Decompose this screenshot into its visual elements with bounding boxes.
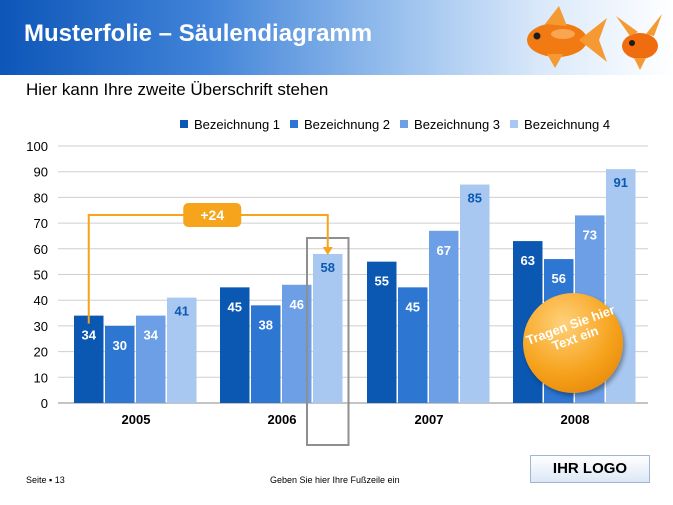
subtitle: Hier kann Ihre zweite Überschrift stehen: [26, 80, 329, 99]
x-tick-label: 2006: [268, 412, 297, 427]
title-banner: Musterfolie – Säulendiagramm: [0, 0, 673, 75]
data-label: 91: [614, 175, 628, 190]
legend-swatch: [510, 120, 519, 128]
y-tick-label: 20: [34, 345, 48, 360]
x-tick-label: 2007: [415, 412, 444, 427]
data-label: 56: [552, 271, 566, 286]
data-label: 85: [468, 191, 482, 206]
annotation-arrowhead: [322, 246, 333, 255]
page-title: Musterfolie – Säulendiagramm: [24, 20, 373, 47]
y-tick-label: 40: [34, 293, 48, 308]
x-tick-label: 2008: [561, 412, 590, 427]
bar: [167, 297, 197, 403]
goldfish-icon: [527, 6, 607, 68]
x-tick-label: 2005: [122, 412, 151, 427]
y-tick-label: 10: [34, 370, 48, 385]
bar: [398, 287, 428, 403]
legend-label: Bezeichnung 2: [304, 116, 391, 132]
goldfish-icon: [616, 14, 662, 70]
legend-label: Bezeichnung 3: [414, 116, 501, 132]
legend-item: Bezeichnung 4: [510, 115, 610, 133]
y-tick-label: 80: [34, 190, 48, 205]
data-label: 34: [144, 328, 159, 343]
data-label: 67: [437, 243, 451, 258]
bar: [429, 230, 459, 403]
chart-legend: Bezeichnung 1 Bezeichnung 2 Bezeichnung 3 B…: [180, 115, 610, 133]
legend-swatch: [290, 120, 299, 128]
legend-item: Bezeichnung 3: [400, 115, 500, 133]
y-tick-label: 90: [34, 165, 48, 180]
data-label: 45: [406, 299, 420, 314]
logo-placeholder: IHR LOGO: [530, 455, 650, 483]
bar: [367, 261, 397, 403]
data-label: 73: [583, 227, 597, 242]
y-tick-label: 50: [34, 268, 48, 283]
y-tick-label: 60: [34, 242, 48, 257]
bar: [313, 253, 343, 403]
legend-item: Bezeichnung 2: [290, 115, 390, 133]
y-tick-label: 100: [26, 139, 48, 154]
bar: [460, 184, 490, 403]
y-tick-label: 0: [41, 396, 48, 411]
data-label: 30: [113, 338, 127, 353]
annotation-label: +24: [200, 207, 224, 223]
legend-label: Bezeichnung 4: [524, 116, 611, 132]
legend-swatch: [180, 120, 188, 128]
data-label: 38: [259, 317, 273, 332]
y-tick-label: 30: [34, 319, 48, 334]
bar: [220, 287, 250, 403]
data-label: 41: [175, 304, 189, 319]
bar: [251, 305, 281, 403]
data-label: 45: [228, 299, 242, 314]
data-label: 58: [321, 260, 335, 275]
callout-bubble-text: Tragen Sie hier Text ein: [524, 301, 617, 354]
bar: [74, 315, 104, 403]
y-tick-label: 70: [34, 216, 48, 231]
annotation-badge: [183, 203, 242, 227]
data-label: 46: [290, 297, 304, 312]
legend-swatch: [400, 120, 409, 128]
data-label: 55: [375, 274, 389, 289]
data-label: 63: [521, 253, 535, 268]
legend-label: Bezeichnung 1: [194, 116, 281, 132]
bar: [105, 325, 135, 403]
footer-text: Geben Sie hier Ihre Fußzeile ein: [270, 475, 400, 485]
callout-bubble[interactable]: Tragen Sie hier Text ein: [523, 293, 623, 393]
data-label: 34: [82, 328, 97, 343]
legend-item: Bezeichnung 1: [180, 115, 280, 133]
bar: [136, 315, 166, 403]
page-number: Seite ▪ 13: [26, 475, 65, 485]
